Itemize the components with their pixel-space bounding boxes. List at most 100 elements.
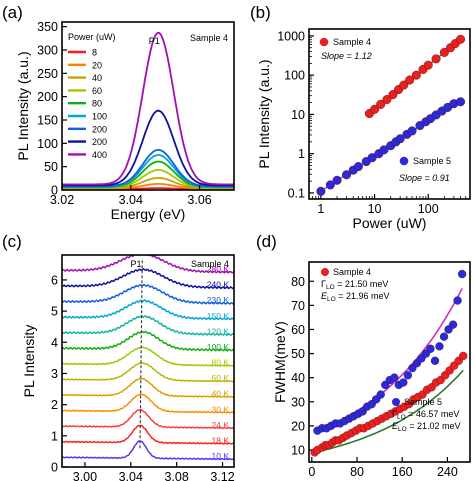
data-point (435, 342, 444, 351)
series-group (62, 255, 234, 461)
data-point (430, 356, 440, 365)
plot-frame (61, 21, 235, 191)
b-ylabel: PL Intensity (a.u.) (256, 59, 272, 168)
b-xtick-label: 100 (418, 202, 439, 216)
series-line (62, 154, 234, 188)
data-point (403, 371, 413, 380)
legend-marker (399, 156, 409, 166)
a-ytick-label: 350 (37, 20, 58, 34)
legend-entry: Sample 5 (404, 397, 442, 407)
data-point (382, 94, 392, 104)
c-ytick-label: 2 (51, 398, 58, 412)
c-xtick-label: 3.12 (210, 470, 234, 481)
data-point (405, 75, 415, 85)
d-xlabel: Temperature (K) (339, 478, 440, 481)
b-xtick-label: 10 (368, 202, 382, 216)
panel-label: (b) (250, 3, 271, 22)
series-label: 240 K (207, 280, 230, 290)
data-point (353, 162, 363, 172)
b-xtick-label: 1 (317, 202, 324, 216)
series-label: 18 K (212, 436, 230, 446)
c-ytick-label: 1 (51, 429, 58, 443)
panel-b: (b) 1 10 100 0.1 1 10 100 1000 Power (uW) PL Inten… (250, 3, 471, 231)
plot-frame (308, 261, 471, 463)
a-xtick-label: 3.04 (119, 193, 143, 207)
d-ytick-label: 20 (291, 419, 305, 433)
d-ytick-label: 80 (291, 275, 305, 289)
series-label: 24 K (212, 420, 230, 430)
data-point (399, 80, 409, 90)
data-point (376, 390, 385, 399)
data-point (431, 54, 441, 64)
series-line (62, 255, 234, 274)
legend-entry: 40 (92, 73, 102, 83)
a-ytick-label: 0 (51, 184, 58, 198)
c-ytick-label: 3 (51, 367, 58, 381)
d-ytick-label: 60 (291, 323, 305, 337)
series-line (62, 314, 234, 337)
a-ytick-label: 300 (37, 44, 58, 58)
sample-annotation: Sample 4 (191, 259, 229, 269)
legend-marker (321, 268, 329, 276)
data-point (325, 180, 335, 190)
peak-annotation: P1 (149, 36, 160, 46)
series-label: 30 K (212, 404, 230, 414)
slope-label: Slope = 0.91 (399, 173, 450, 183)
data-point (456, 97, 466, 107)
a-xlabel: Energy (eV) (111, 206, 186, 222)
b-ytick-label: 1000 (277, 29, 305, 43)
b-ytick-label: 0.1 (288, 186, 305, 200)
data-point (316, 186, 326, 196)
series-label: 230 K (207, 295, 230, 305)
panel-label: (c) (2, 232, 22, 251)
d-xtick-label: 0 (308, 465, 315, 479)
c-xtick-label: 3.08 (164, 470, 188, 481)
data-point (342, 170, 352, 180)
series-label: 60 K (212, 373, 230, 383)
data-point (459, 351, 468, 361)
d-xtick-label: 80 (350, 465, 364, 479)
series-line (62, 393, 234, 414)
slope-label: Slope = 1.12 (321, 51, 372, 61)
series-label: 150 K (207, 311, 230, 321)
plot-frame (61, 254, 235, 468)
series-label: 40 K (212, 389, 230, 399)
series-label: 10 K (212, 451, 230, 461)
panel-a: (a) 3.02 3.04 3.06 0 50 100 150 200 250 300 350 Ener… (2, 3, 235, 222)
data-point (448, 320, 458, 329)
series-group (62, 31, 234, 190)
series-line (62, 408, 234, 430)
gamma-lo-label: ΓLO = 46.57 meV (392, 409, 459, 421)
a-ytick-label: 250 (37, 67, 58, 81)
data-point (423, 60, 433, 70)
legend-entry: 100 (92, 112, 107, 122)
d-ytick-label: 70 (291, 299, 305, 313)
series-line (62, 440, 234, 461)
series-label: 100 K (207, 342, 230, 352)
a-ytick-label: 100 (37, 137, 58, 151)
b-ytick-label: 1 (298, 147, 305, 161)
series-line (62, 109, 234, 187)
d-xtick-label: 240 (437, 465, 458, 479)
panel-c: (c) 10 K 18 K 24 K 30 K 40 K 60 K 80 K 100 K 120 … (2, 232, 235, 481)
c-ytick-label: 6 (51, 273, 58, 287)
c-ytick-label: 5 (51, 305, 58, 319)
panel-label: (a) (2, 3, 23, 22)
series-line (62, 283, 234, 305)
series-line (62, 148, 234, 188)
series-line (62, 346, 234, 367)
panel-label: (d) (256, 232, 277, 251)
peak-guide (139, 258, 143, 449)
b-ytick-label: 10 (291, 108, 305, 122)
gamma-lo-label: ΓLO = 21.50 meV (321, 279, 388, 291)
data-point (457, 269, 467, 279)
a-ylabel: PL Intensity (a.u.) (15, 51, 31, 160)
data-point (388, 90, 398, 100)
data-point (411, 70, 421, 80)
legend-entry: 8 (92, 48, 97, 58)
data-point (390, 373, 399, 382)
series-line (62, 299, 234, 321)
legend-entry: Sample 4 (333, 267, 371, 277)
b-ytick-label: 100 (284, 69, 305, 83)
